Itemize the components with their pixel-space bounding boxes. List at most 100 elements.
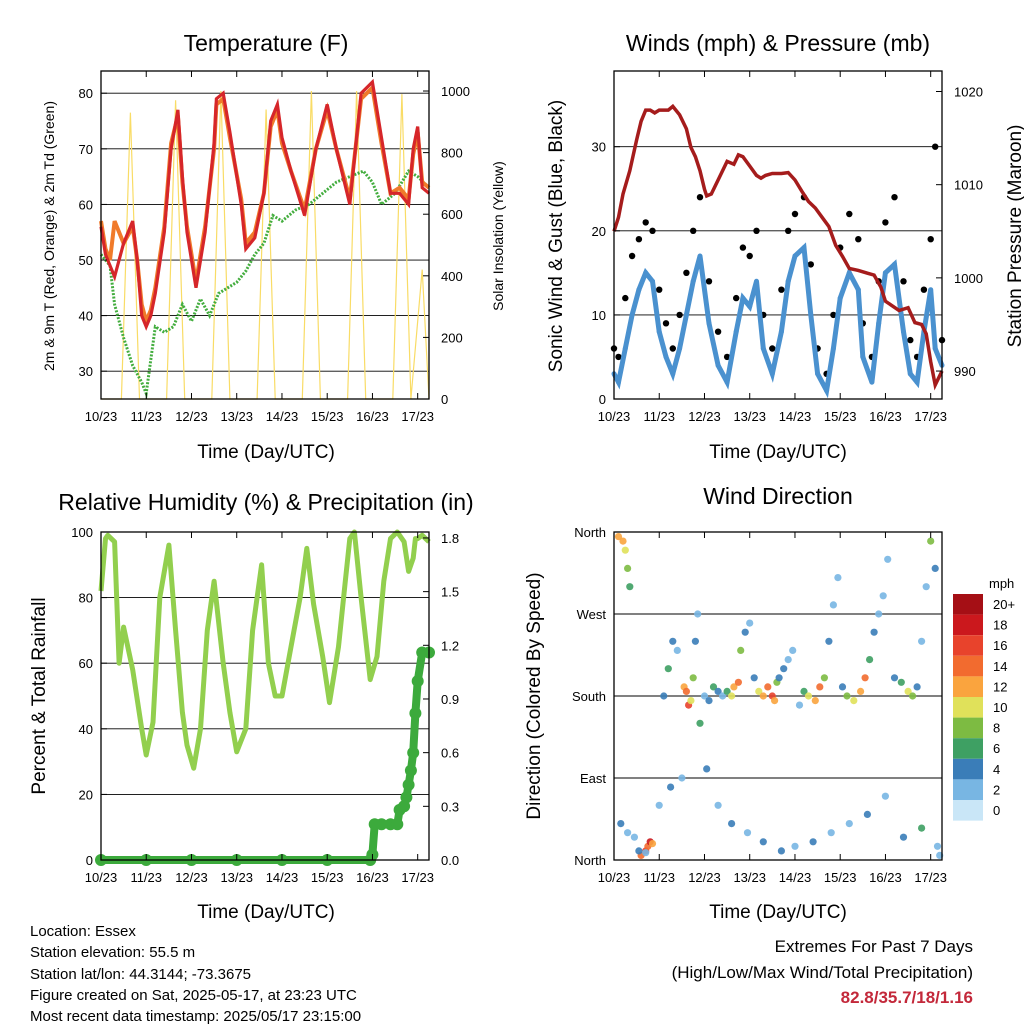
wind-point (892, 261, 897, 267)
x-tick-label: 11/23 (130, 409, 162, 424)
precip-point (404, 764, 417, 777)
x-tick-label: 12/23 (688, 409, 721, 424)
direction-point (843, 692, 851, 700)
y-tick-label: 20 (79, 787, 93, 802)
direction-point (694, 610, 702, 618)
gust-point (891, 194, 898, 201)
precip-point (391, 818, 404, 831)
direction-point (648, 840, 657, 848)
gust-point (696, 194, 704, 201)
y-tick-label: 40 (79, 722, 93, 737)
gust-point (615, 353, 622, 361)
wind-point (733, 329, 739, 335)
x-tick-label: 10/23 (85, 870, 118, 885)
wind-point (715, 362, 721, 368)
y-tick-label: 60 (79, 656, 93, 671)
precip-point (375, 818, 388, 831)
y-tick-label: 20 (592, 224, 606, 239)
wind-point (697, 253, 703, 259)
direction-point (635, 847, 643, 855)
direction-point (777, 847, 786, 855)
temp2m-line (99, 78, 431, 331)
pressure-ylabel: Station Pressure (Maroon) (1005, 125, 1024, 348)
humidity-title: Relative Humidity (%) & Precipitation (i… (58, 489, 473, 515)
y-tick-label-right: 600 (441, 207, 463, 222)
direction-point (614, 533, 623, 541)
direction-point (703, 765, 711, 773)
x-tick-label: 14/23 (266, 870, 299, 885)
direction-point (655, 801, 663, 809)
y-tick-label: 30 (592, 140, 606, 155)
direction-point (687, 697, 695, 705)
wind-point (636, 287, 642, 293)
gust-point (900, 278, 907, 285)
direction-title: Wind Direction (703, 483, 853, 509)
direction-point (922, 583, 930, 591)
x-tick-label: 15/23 (311, 870, 344, 885)
humidity-ylabel: Percent & Total Rainfall (29, 597, 50, 794)
wind-point (663, 354, 669, 360)
y-tick-label: 0 (86, 853, 93, 868)
direction-point (764, 683, 772, 691)
gust-point (690, 227, 697, 234)
direction-point (850, 697, 858, 705)
wind-point (622, 346, 628, 351)
pressure-line (612, 103, 944, 391)
x-tick-label: 17/23 (401, 409, 434, 424)
wind-point (724, 379, 730, 385)
wind-point (932, 346, 938, 351)
humidity-frame (100, 531, 430, 861)
colorbar-swatch (953, 717, 983, 739)
gust-point (791, 210, 799, 218)
colorbar-swatch (953, 800, 983, 821)
temperature-series (99, 78, 431, 400)
colorbar-swatch (953, 635, 983, 656)
x-tick-label: 16/23 (869, 409, 902, 424)
direction-point (866, 656, 874, 664)
wind-point (882, 270, 888, 276)
gust-point (920, 286, 928, 293)
recent-text: Most recent data timestamp: 2025/05/17 2… (30, 1008, 362, 1026)
y-tick-label-right: 1020 (954, 85, 983, 100)
y-tick-label: North (574, 525, 606, 540)
gust-point (642, 219, 649, 226)
y-tick-label-right: 400 (441, 269, 463, 284)
colorbar-label: 14 (993, 659, 1007, 674)
x-tick-label: 15/23 (824, 870, 857, 885)
direction-point (771, 697, 779, 705)
created-text: Figure created on Sat, 2025-05-17, at 23… (30, 986, 357, 1004)
wind-point (769, 371, 775, 377)
elevation-text: Station elevation: 55.5 m (30, 944, 196, 962)
direction-point (700, 692, 709, 700)
wind-point (830, 346, 836, 351)
humidity-ticks: 10/23 11/23 12/23 13/23 14/23 15/23 16/23 17/23… (71, 525, 459, 885)
precip-point (411, 675, 424, 688)
gust-point (739, 244, 747, 251)
wind-point (740, 295, 746, 301)
temperature-frame (100, 70, 430, 400)
y-tick-label-right: 0.6 (441, 746, 459, 761)
colorbar-label: 16 (993, 638, 1007, 653)
wind-point (650, 278, 655, 284)
precip-point (407, 746, 420, 759)
direction-point (795, 701, 804, 709)
direction-point (811, 697, 819, 705)
direction-point (705, 697, 713, 705)
wind-point (706, 320, 712, 326)
direction-point (691, 637, 700, 645)
y-tick-label: East (580, 771, 606, 786)
direction-point (714, 687, 722, 696)
direction-point (673, 646, 681, 655)
direction-point (682, 687, 691, 696)
gust-point (714, 328, 722, 335)
y-tick-label: 50 (79, 253, 93, 268)
wind-point (643, 270, 649, 276)
temperature-ticks: 10/23 11/23 12/23 13/23 14/23 15/23 16/23 17/23… (79, 71, 470, 424)
y-tick-label-right: 1000 (441, 84, 470, 99)
gust-point (785, 227, 792, 234)
y-tick-label-right: 990 (954, 364, 976, 379)
x-tick-label: 10/23 (85, 409, 118, 424)
direction-point (791, 842, 799, 850)
direction-point (845, 820, 853, 828)
direction-point (719, 692, 727, 700)
